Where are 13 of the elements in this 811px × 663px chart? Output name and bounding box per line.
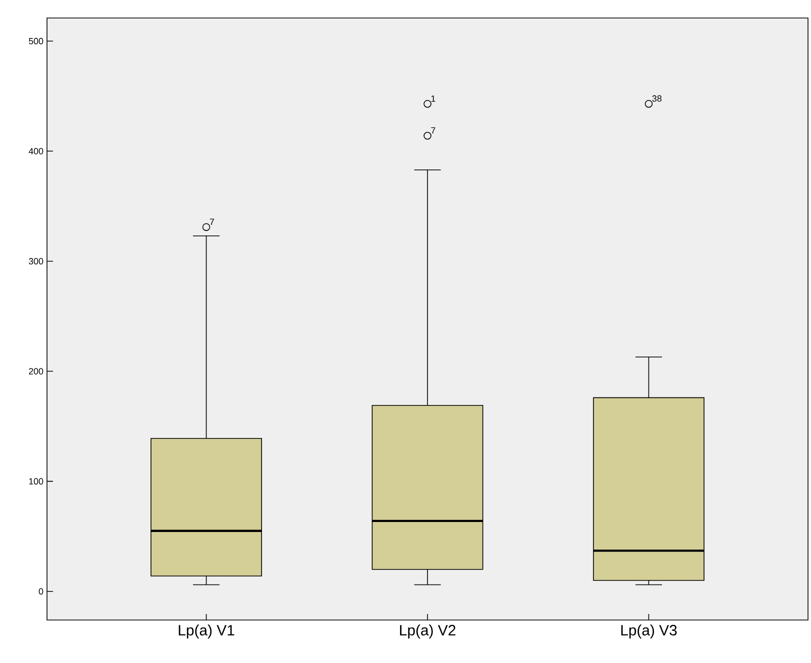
y-tick-label: 500 <box>28 38 44 44</box>
y-tick-label: 0 <box>38 588 44 595</box>
annotation: 38 <box>652 95 662 102</box>
annotation: 7 <box>431 127 436 134</box>
x-tick-label: Lp(a) V3 <box>621 624 677 638</box>
annotation: 1 <box>431 95 436 102</box>
y-tick-label: 300 <box>28 258 44 264</box>
y-tick-label: 200 <box>28 368 44 374</box>
y-tick-label: 400 <box>28 148 44 154</box>
x-tick-label: Lp(a) V1 <box>178 624 234 638</box>
x-tick-label: Lp(a) V2 <box>400 624 456 638</box>
annotation: 7 <box>210 218 214 225</box>
y-tick-label: 100 <box>29 478 44 485</box>
